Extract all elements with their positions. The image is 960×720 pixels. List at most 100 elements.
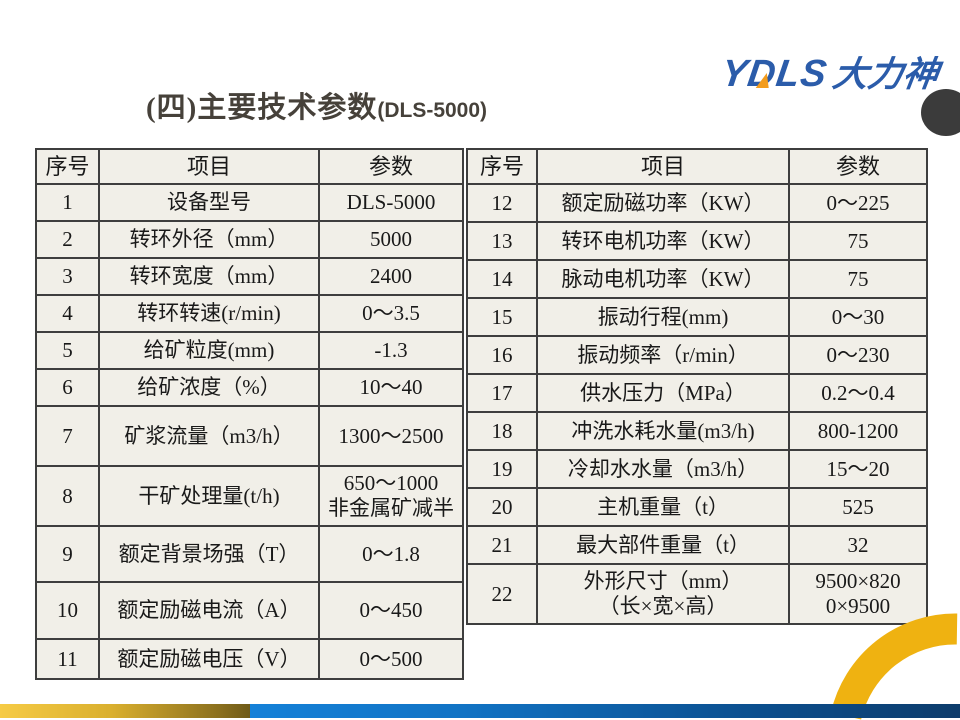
page-title-main: (四)主要技术参数 bbox=[146, 92, 378, 124]
cell-parameter-value: 525 bbox=[788, 487, 928, 527]
cell-item-name: 转环外径（mm） bbox=[98, 220, 320, 259]
cell-serial-number: 18 bbox=[466, 411, 538, 451]
cell-parameter-value: 0.2～0.4 bbox=[788, 373, 928, 413]
cell-parameter-value: 0～500 bbox=[318, 638, 464, 680]
cell-parameter-value: 75 bbox=[788, 259, 928, 299]
table-row: 18 冲洗水耗水量(m3/h) 800-1200 bbox=[466, 411, 928, 451]
footer-bar-gold bbox=[0, 704, 250, 718]
table-header: 序号 项目 参数 bbox=[466, 148, 928, 185]
cell-parameter-value: 2400 bbox=[318, 257, 464, 296]
cell-serial-number: 8 bbox=[35, 465, 100, 527]
cell-item-name: 最大部件重量（t） bbox=[536, 525, 790, 565]
cell-parameter-value: 5000 bbox=[318, 220, 464, 259]
cell-item-name: 额定励磁功率（KW） bbox=[536, 183, 790, 223]
cell-item-name: 外形尺寸（mm） （长×宽×高） bbox=[536, 563, 790, 625]
cell-serial-number: 7 bbox=[35, 405, 100, 467]
cell-serial-number: 6 bbox=[35, 368, 100, 407]
table-row: 16 振动频率（r/min） 0～230 bbox=[466, 335, 928, 375]
parameters-table-left: 序号 项目 参数 1 设备型号 DLS-5000 2 转环外径（mm） 5000 3 转环宽度… bbox=[35, 148, 464, 680]
cell-serial-number: 1 bbox=[35, 183, 100, 222]
table-row: 1 设备型号 DLS-5000 bbox=[35, 183, 464, 222]
cell-serial-number: 20 bbox=[466, 487, 538, 527]
cell-item-name: 供水压力（MPa） bbox=[536, 373, 790, 413]
cell-parameter-value: 32 bbox=[788, 525, 928, 565]
table-row: 2 转环外径（mm） 5000 bbox=[35, 220, 464, 259]
cell-item-name: 给矿浓度（%） bbox=[98, 368, 320, 407]
cell-item-name: 额定背景场强（T） bbox=[98, 525, 320, 583]
page-title-model: (DLS-5000) bbox=[377, 99, 488, 122]
table-row: 8 干矿处理量(t/h) 650～1000 非金属矿减半 bbox=[35, 465, 464, 527]
table-row: 7 矿浆流量（m3/h） 1300～2500 bbox=[35, 405, 464, 467]
table-header-row: 序号 项目 参数 bbox=[466, 148, 928, 185]
cell-item-name: 转环宽度（mm） bbox=[98, 257, 320, 296]
table-body: 1 设备型号 DLS-5000 2 转环外径（mm） 5000 3 转环宽度（mm） 2400 4… bbox=[35, 183, 464, 680]
cell-parameter-value: 9500×820 0×9500 bbox=[788, 563, 928, 625]
cell-item-name: 冷却水水量（m3/h） bbox=[536, 449, 790, 489]
header-no: 序号 bbox=[35, 148, 100, 185]
cell-parameter-value: 15～20 bbox=[788, 449, 928, 489]
cell-serial-number: 12 bbox=[466, 183, 538, 223]
footer-bar-blue bbox=[250, 704, 960, 718]
table-row: 4 转环转速(r/min) 0～3.5 bbox=[35, 294, 464, 333]
cell-parameter-value: 0～225 bbox=[788, 183, 928, 223]
table-row: 22 外形尺寸（mm） （长×宽×高） 9500×820 0×9500 bbox=[466, 563, 928, 625]
cell-item-name: 主机重量（t） bbox=[536, 487, 790, 527]
logo-latin-text: YDLS bbox=[718, 53, 830, 95]
cell-parameter-value: 0～30 bbox=[788, 297, 928, 337]
cell-parameter-value: 650～1000 非金属矿减半 bbox=[318, 465, 464, 527]
cell-item-name: 脉动电机功率（KW） bbox=[536, 259, 790, 299]
logo-triangle-icon bbox=[755, 73, 771, 88]
cell-parameter-value: -1.3 bbox=[318, 331, 464, 370]
logo-cjk-text: 大力神 bbox=[829, 55, 941, 94]
cell-serial-number: 13 bbox=[466, 221, 538, 261]
cell-item-name: 额定励磁电流（A） bbox=[98, 581, 320, 640]
table-body: 12 额定励磁功率（KW） 0～225 13 转环电机功率（KW） 75 14 脉动电机功率（… bbox=[466, 183, 928, 625]
cell-item-name: 转环转速(r/min) bbox=[98, 294, 320, 333]
page-title: (四)主要技术参数(DLS-5000) bbox=[146, 84, 487, 126]
table-row: 10 额定励磁电流（A） 0～450 bbox=[35, 581, 464, 640]
table-header: 序号 项目 参数 bbox=[35, 148, 464, 185]
cell-item-name: 冲洗水耗水量(m3/h) bbox=[536, 411, 790, 451]
cell-parameter-value: 75 bbox=[788, 221, 928, 261]
table-row: 17 供水压力（MPa） 0.2～0.4 bbox=[466, 373, 928, 413]
parameters-table-right: 序号 项目 参数 12 额定励磁功率（KW） 0～225 13 转环电机功率（KW） 75… bbox=[466, 148, 928, 625]
cell-item-name: 设备型号 bbox=[98, 183, 320, 222]
cell-item-name: 给矿粒度(mm) bbox=[98, 331, 320, 370]
table-header-row: 序号 项目 参数 bbox=[35, 148, 464, 185]
header-param: 参数 bbox=[318, 148, 464, 185]
table-row: 3 转环宽度（mm） 2400 bbox=[35, 257, 464, 296]
cell-parameter-value: 1300～2500 bbox=[318, 405, 464, 467]
table-row: 13 转环电机功率（KW） 75 bbox=[466, 221, 928, 261]
header-no: 序号 bbox=[466, 148, 538, 185]
cell-serial-number: 10 bbox=[35, 581, 100, 640]
cell-serial-number: 3 bbox=[35, 257, 100, 296]
corner-circle-decoration bbox=[921, 89, 960, 136]
cell-serial-number: 15 bbox=[466, 297, 538, 337]
table-row: 14 脉动电机功率（KW） 75 bbox=[466, 259, 928, 299]
cell-serial-number: 2 bbox=[35, 220, 100, 259]
company-logo: YDLS大力神 bbox=[718, 46, 942, 97]
cell-parameter-value: 0～3.5 bbox=[318, 294, 464, 333]
cell-item-name: 转环电机功率（KW） bbox=[536, 221, 790, 261]
cell-item-name: 干矿处理量(t/h) bbox=[98, 465, 320, 527]
cell-serial-number: 9 bbox=[35, 525, 100, 583]
header-param: 参数 bbox=[788, 148, 928, 185]
cell-serial-number: 16 bbox=[466, 335, 538, 375]
header-item: 项目 bbox=[98, 148, 320, 185]
cell-serial-number: 17 bbox=[466, 373, 538, 413]
cell-item-name: 额定励磁电压（V） bbox=[98, 638, 320, 680]
cell-parameter-value: 0～230 bbox=[788, 335, 928, 375]
cell-serial-number: 19 bbox=[466, 449, 538, 489]
table-row: 9 额定背景场强（T） 0～1.8 bbox=[35, 525, 464, 583]
cell-serial-number: 5 bbox=[35, 331, 100, 370]
cell-item-name: 振动频率（r/min） bbox=[536, 335, 790, 375]
cell-item-name: 矿浆流量（m3/h） bbox=[98, 405, 320, 467]
table-row: 21 最大部件重量（t） 32 bbox=[466, 525, 928, 565]
cell-parameter-value: 10～40 bbox=[318, 368, 464, 407]
cell-item-name: 振动行程(mm) bbox=[536, 297, 790, 337]
cell-parameter-value: 0～1.8 bbox=[318, 525, 464, 583]
cell-serial-number: 4 bbox=[35, 294, 100, 333]
cell-serial-number: 22 bbox=[466, 563, 538, 625]
cell-parameter-value: DLS-5000 bbox=[318, 183, 464, 222]
table-row: 5 给矿粒度(mm) -1.3 bbox=[35, 331, 464, 370]
